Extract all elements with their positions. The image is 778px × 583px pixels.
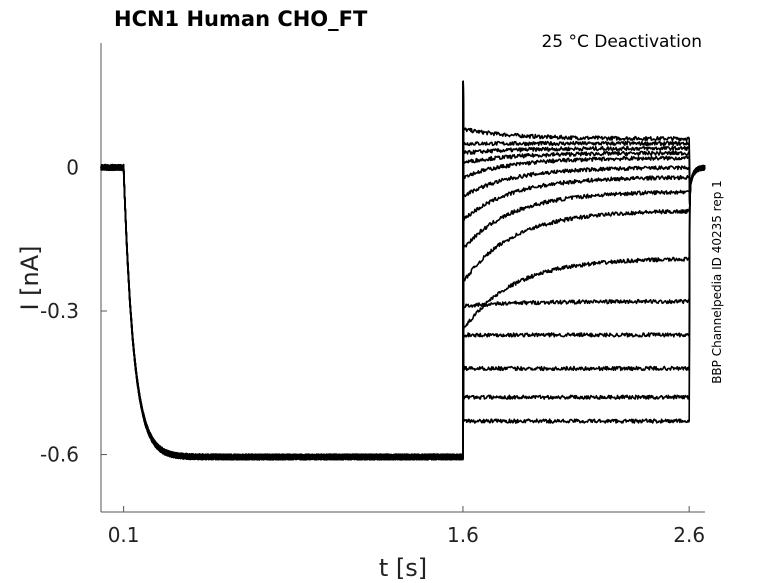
x-axis-label: t [s] — [379, 554, 427, 582]
plot-area: 0.1 1.6 2.6 0 -0.3 -0.6 — [40, 43, 706, 547]
y-tick-label: 0 — [66, 155, 79, 179]
x-tick-label: 1.6 — [447, 523, 479, 547]
axis-ticks: 0.1 1.6 2.6 0 -0.3 -0.6 — [40, 155, 705, 547]
y-axis-label: I [nA] — [16, 245, 44, 310]
chart-title: HCN1 Human CHO_FT — [114, 7, 368, 31]
x-tick-label: 0.1 — [108, 523, 140, 547]
current-traces — [100, 80, 706, 461]
current-trace-1 — [100, 80, 706, 461]
side-label: BBP Channelpedia ID 40235 rep 1 — [710, 180, 724, 384]
y-tick-label: -0.6 — [40, 443, 79, 467]
x-tick-label: 2.6 — [673, 523, 705, 547]
chart-subtitle: 25 °C Deactivation — [541, 32, 702, 52]
y-tick-label: -0.3 — [40, 299, 79, 323]
current-trace-15 — [100, 80, 706, 461]
